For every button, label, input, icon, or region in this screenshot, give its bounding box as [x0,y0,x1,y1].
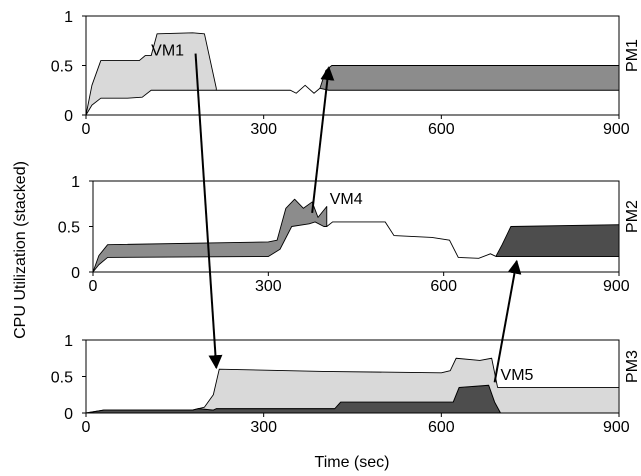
panel-label: PM2 [624,200,641,233]
vm-label-vm5: VM5 [501,367,534,384]
chart-panels: 0 300 600 900 0 0.5 1 PM1 VM1 0 300 600 900 0 0.5 1 PM2 V… [51,9,641,436]
baseline-line [326,221,497,259]
x-tick-label: 0 [82,419,91,436]
y-tick-label: 1 [71,174,80,191]
x-tick-label: 0 [82,121,91,138]
baseline-line [216,84,321,94]
x-tick-label: 0 [89,278,98,295]
x-tick-label: 900 [603,121,630,138]
x-tick-label: 300 [255,278,282,295]
x-tick-label: 900 [603,419,630,436]
x-tick-label: 600 [428,419,455,436]
vm-label-vm4: VM4 [330,191,363,208]
area-series-1 [319,65,620,91]
area-series-1 [85,357,620,414]
panel-pm2: 0 300 600 900 0 0.5 1 PM2 VM4 [58,174,641,295]
x-axis-label: Time (sec) [315,454,390,471]
area-series-vm1 [85,32,217,116]
y-tick-label: 0.5 [51,59,73,76]
panel-pm3: 0 300 600 900 0 0.5 1 PM3 VM5 [51,333,641,436]
migration-arrow-2 [311,66,335,213]
panel-label: PM3 [624,350,641,383]
x-tick-label: 600 [428,121,455,138]
y-tick-label: 0.5 [51,370,73,387]
x-tick-label: 300 [250,419,277,436]
x-tick-label: 900 [603,278,630,295]
y-tick-label: 1 [64,333,73,350]
y-tick-label: 0 [71,265,80,282]
area-series-1 [495,224,620,257]
y-tick-label: 1 [64,9,73,26]
migration-arrow-1 [194,53,223,370]
migration-arrows [194,53,522,383]
panel-pm1: 0 300 600 900 0 0.5 1 PM1 VM1 [51,9,641,138]
x-tick-label: 300 [250,121,277,138]
y-tick-label: 0 [64,406,73,423]
area-series-0 [92,198,328,273]
panel-label: PM1 [624,39,641,72]
x-tick-label: 600 [430,278,457,295]
y-tick-label: 0.5 [58,220,80,237]
vm-label-vm1: VM1 [151,43,184,60]
migration-arrow-3 [493,259,522,383]
y-tick-label: 0 [64,108,73,125]
y-axis-label: CPU Utilization (stacked) [12,161,29,339]
